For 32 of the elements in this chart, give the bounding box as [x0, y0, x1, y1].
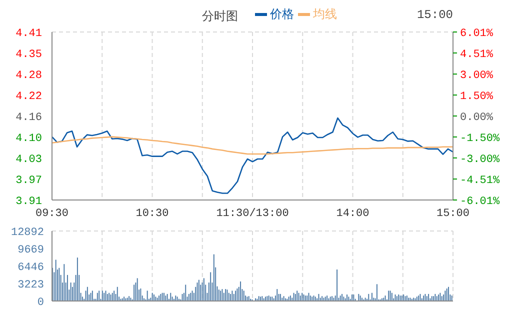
y2-tick-label: 0.00%: [460, 112, 494, 124]
y2-tick-label: -1.50%: [460, 132, 500, 145]
legend-label: 价格: [269, 6, 294, 23]
y-tick-label: 6446: [18, 262, 44, 274]
y-tick-label: 9669: [18, 244, 44, 256]
x-tick-label: 11:30/13:00: [216, 208, 289, 220]
x-tick-label: 14:00: [336, 208, 370, 220]
y2-tick-label: -3.00%: [460, 154, 500, 166]
y-tick-label: 4.35: [16, 49, 42, 61]
y2-tick-label: -6.01%: [460, 196, 500, 208]
y-tick-label: 3223: [18, 279, 44, 292]
y2-tick-label: -4.51%: [460, 175, 500, 188]
y-tick-label: 3.91: [16, 196, 42, 208]
y-tick-label: 3.97: [16, 175, 42, 187]
x-tick-label: 15:00: [436, 208, 470, 220]
text: 15:00: [416, 8, 453, 22]
y-tick-label: 0: [37, 296, 44, 309]
y2-tick-label: 4.51%: [460, 48, 494, 61]
x-tick-label: 09:30: [35, 208, 69, 220]
y-tick-label: 4.03: [16, 154, 42, 166]
y-tick-label: 4.16: [16, 112, 42, 124]
y-tick-label: 12892: [10, 226, 44, 239]
y-tick-label: 4.22: [16, 91, 42, 103]
y-tick-label: 4.10: [16, 133, 42, 145]
chart-title: 分时图: [202, 9, 238, 23]
y-tick-label: 4.28: [16, 70, 42, 82]
y-tick-label: 4.41: [16, 28, 42, 40]
y2-tick-label: 3.00%: [460, 70, 494, 82]
y2-tick-label: 6.01%: [460, 28, 494, 40]
y2-tick-label: 1.50%: [460, 91, 494, 104]
x-tick-label: 10:30: [136, 208, 169, 220]
legend-label: 均线: [312, 6, 337, 23]
